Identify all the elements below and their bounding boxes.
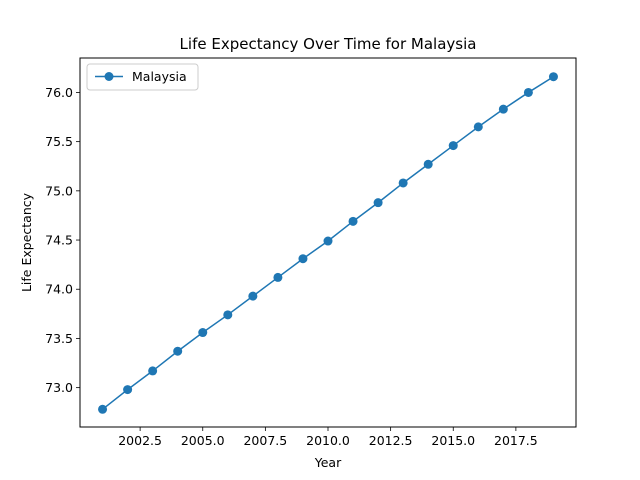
x-tick-label: 2010.0 <box>306 433 350 448</box>
legend-label-malaysia: Malaysia <box>132 69 187 84</box>
data-point <box>548 72 558 82</box>
x-tick-label: 2012.5 <box>369 433 413 448</box>
data-point <box>423 159 433 169</box>
data-point <box>148 366 158 376</box>
data-point <box>323 236 333 246</box>
data-point <box>248 291 258 301</box>
y-tick-label: 75.0 <box>45 183 73 198</box>
series-markers-malaysia <box>98 72 558 414</box>
data-point <box>498 104 508 114</box>
data-point <box>198 328 208 338</box>
data-point <box>298 254 308 264</box>
y-tick-label: 74.0 <box>45 282 73 297</box>
data-point <box>273 272 283 282</box>
data-point <box>398 178 408 188</box>
data-point <box>473 122 483 132</box>
data-point <box>173 346 183 356</box>
data-point <box>348 216 358 226</box>
y-tick-label: 73.5 <box>45 331 73 346</box>
data-point <box>523 87 533 97</box>
legend-frame <box>86 63 199 91</box>
x-axis-label: Year <box>314 455 342 470</box>
chart-title: Life Expectancy Over Time for Malaysia <box>180 35 477 53</box>
x-axis-ticks: 2002.5 2005.0 2007.5 2010.0 2012.5 2015.0 2017… <box>118 427 538 448</box>
y-tick-label: 76.0 <box>45 85 73 100</box>
data-point <box>123 385 133 395</box>
x-tick-label: 2015.0 <box>431 433 475 448</box>
data-point <box>448 141 458 151</box>
x-tick-label: 2005.0 <box>181 433 225 448</box>
legend-marker-malaysia <box>104 72 114 81</box>
data-point <box>98 404 108 414</box>
legend: Malaysia <box>86 63 199 91</box>
y-tick-label: 74.5 <box>45 233 73 248</box>
x-tick-label: 2017.5 <box>494 433 538 448</box>
data-point <box>373 198 383 208</box>
y-axis-label: Life Expectancy <box>19 192 34 292</box>
x-tick-label: 2007.5 <box>243 433 287 448</box>
y-axis-ticks: 73.0 73.5 74.0 74.5 75.0 75.5 76.0 <box>45 85 80 395</box>
x-tick-label: 2002.5 <box>118 433 162 448</box>
y-tick-label: 73.0 <box>45 380 73 395</box>
y-tick-label: 75.5 <box>45 134 73 149</box>
data-point <box>223 310 233 320</box>
